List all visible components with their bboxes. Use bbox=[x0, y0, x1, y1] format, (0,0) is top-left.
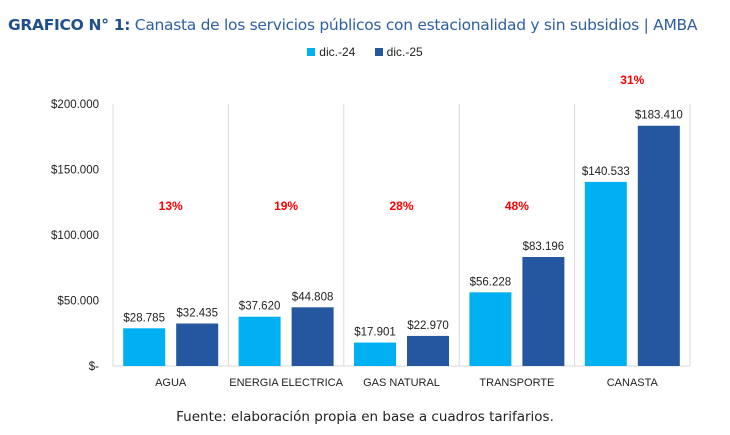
x-tick-label: AGUA bbox=[155, 377, 187, 389]
legend-swatch-dic24 bbox=[307, 47, 316, 56]
bar-dic25 bbox=[407, 335, 449, 366]
y-tick-label: $100.000 bbox=[51, 230, 99, 242]
bar-dic25 bbox=[176, 323, 219, 366]
percent-change-label: 31% bbox=[620, 73, 644, 87]
data-label: $32.435 bbox=[176, 308, 218, 320]
x-tick-label: CANASTA bbox=[607, 377, 659, 389]
chart-title-bold: GRAFICO N° 1: bbox=[8, 16, 131, 34]
x-tick-label: ENERGIA ELECTRICA bbox=[229, 377, 343, 389]
percent-change-label: 28% bbox=[389, 199, 413, 213]
data-label: $28.785 bbox=[123, 312, 165, 324]
bar-dic24 bbox=[238, 316, 281, 366]
bar-dic24 bbox=[354, 342, 396, 366]
data-label: $56.228 bbox=[470, 276, 512, 288]
percent-change-label: 48% bbox=[505, 199, 529, 213]
y-tick-label: $50.000 bbox=[57, 296, 99, 308]
chart-title: GRAFICO N° 1: Canasta de los servicios p… bbox=[8, 16, 697, 34]
y-tick-label: $- bbox=[89, 361, 99, 373]
legend-item-dic25: dic.-25 bbox=[374, 45, 423, 59]
legend-item-dic24: dic.-24 bbox=[307, 45, 355, 59]
bar-dic25 bbox=[522, 257, 565, 366]
legend-label-dic24: dic.-24 bbox=[319, 45, 356, 59]
data-label: $44.808 bbox=[292, 291, 334, 303]
data-label: $83.196 bbox=[523, 241, 565, 253]
y-tick-label: $150.000 bbox=[51, 165, 99, 177]
source-note: Fuente: elaboración propia en base a cua… bbox=[176, 409, 554, 425]
legend-label-dic25: dic.-25 bbox=[386, 45, 423, 59]
bar-dic24 bbox=[469, 292, 512, 366]
data-label: $37.620 bbox=[239, 301, 281, 313]
x-tick-label: TRANSPORTE bbox=[479, 377, 554, 389]
legend: dic.-24 dic.-25 bbox=[0, 45, 730, 59]
y-tick-label: $200.000 bbox=[51, 99, 99, 111]
bar-dic25 bbox=[291, 307, 334, 366]
percent-change-label: 19% bbox=[274, 199, 298, 213]
x-tick-label: GAS NATURAL bbox=[363, 377, 440, 389]
bar-dic24 bbox=[584, 181, 627, 366]
percent-change-label: 13% bbox=[159, 199, 183, 213]
chart-title-text: Canasta de los servicios públicos con es… bbox=[130, 16, 698, 34]
legend-swatch-dic25 bbox=[374, 47, 383, 56]
bar-dic25 bbox=[637, 125, 680, 366]
bar-dic24 bbox=[123, 328, 166, 366]
data-label: $140.533 bbox=[582, 166, 630, 178]
data-label: $22.970 bbox=[407, 320, 449, 332]
data-label: $17.901 bbox=[354, 327, 396, 339]
data-label: $183.410 bbox=[635, 110, 683, 122]
